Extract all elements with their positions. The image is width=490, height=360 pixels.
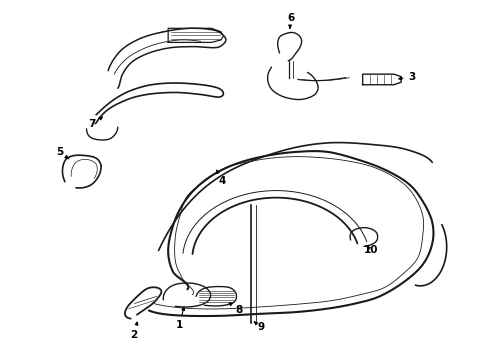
Text: 5: 5 bbox=[56, 148, 69, 159]
Text: 2: 2 bbox=[130, 322, 138, 340]
Text: 7: 7 bbox=[89, 117, 102, 129]
Text: 8: 8 bbox=[229, 303, 243, 315]
Text: 10: 10 bbox=[364, 245, 378, 255]
Text: 9: 9 bbox=[254, 322, 265, 333]
Text: 3: 3 bbox=[399, 72, 416, 82]
Text: 4: 4 bbox=[217, 170, 225, 186]
Text: 1: 1 bbox=[175, 307, 185, 330]
Text: 6: 6 bbox=[287, 13, 294, 28]
